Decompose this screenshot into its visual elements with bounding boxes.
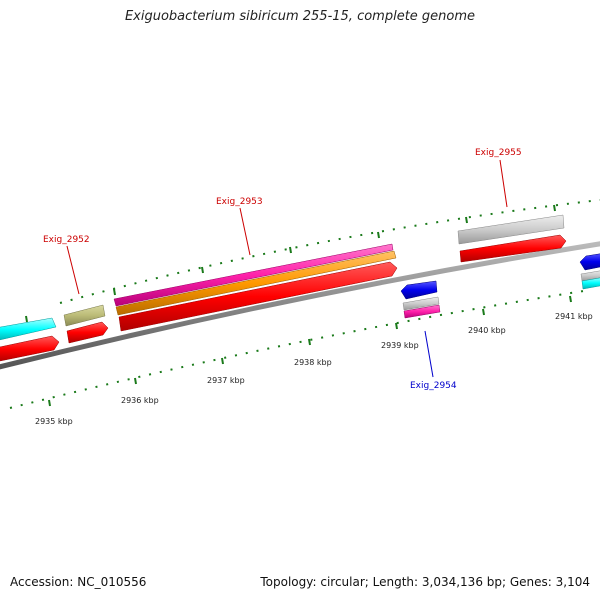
outer-major-ticks (25, 204, 556, 323)
feature-cyan-left (0, 317, 57, 341)
feature-blue-right (579, 253, 600, 271)
label-exig-2952: Exig_2952 (43, 235, 90, 245)
feature-cyan-right (581, 277, 600, 290)
inner-tick-track (9, 289, 591, 409)
feature-red-left (0, 335, 60, 362)
feature-pink-small (403, 304, 441, 319)
scale-label-2939: 2939 kbp (381, 341, 419, 350)
gene-exig-2954[interactable] (400, 280, 438, 300)
scale-label-2940: 2940 kbp (468, 326, 506, 335)
map-title: Exiguobacterium sibiricum 255-15, comple… (124, 9, 476, 24)
label-exig-2955: Exig_2955 (475, 148, 522, 158)
feature-grey-small (402, 296, 440, 311)
gene-exig-2953[interactable] (118, 261, 398, 332)
label-exig-2954: Exig_2954 (410, 381, 457, 391)
inner-major-ticks (48, 295, 572, 407)
scale-label-2937: 2937 kbp (207, 376, 245, 385)
gene-exig-2952[interactable] (66, 321, 109, 344)
scale-label-2941: 2941 kbp (555, 312, 593, 321)
feature-orange (115, 250, 397, 316)
scale-label-2936: 2936 kbp (121, 396, 159, 405)
scale-label-2935: 2935 kbp (35, 417, 73, 426)
connector-exig-2955 (499, 159, 508, 208)
feature-pink (113, 243, 394, 307)
connector-exig-2952 (66, 245, 80, 295)
connector-exig-2953 (239, 207, 251, 256)
footer-accession: Accession: NC_010556 (10, 575, 147, 589)
gene-exig-2955[interactable] (459, 234, 567, 263)
connector-exig-2954 (424, 330, 434, 378)
footer-topology: Topology: circular; Length: 3,034,136 bp… (260, 575, 590, 589)
label-exig-2953: Exig_2953 (216, 197, 263, 207)
genome-backbone (0, 241, 600, 370)
feature-grey-2955 (457, 214, 565, 245)
feature-olive (63, 304, 106, 327)
scale-label-2938: 2938 kbp (294, 358, 332, 367)
